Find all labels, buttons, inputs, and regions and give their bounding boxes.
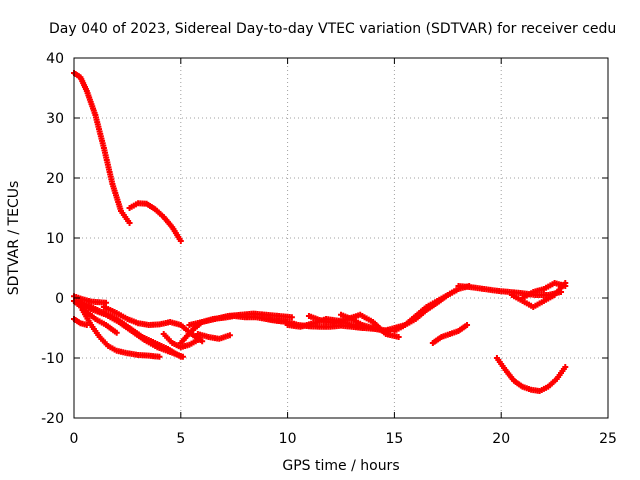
- series-track-18: [391, 283, 473, 334]
- series-track-2: [126, 200, 184, 244]
- series-track-7: [77, 301, 186, 360]
- y-tick-label: 10: [46, 231, 64, 247]
- x-tick-label: 10: [279, 431, 297, 447]
- data-point: [562, 364, 569, 370]
- data-point: [103, 299, 110, 306]
- axis-ticks: 0 5 10 15 20 25 -20 -10 0 10 20 30 40: [41, 51, 617, 447]
- data-point: [177, 238, 184, 244]
- series-track-13: [194, 331, 233, 342]
- y-tick-label: -10: [41, 351, 64, 367]
- series-track-8: [79, 307, 163, 360]
- data-point: [395, 334, 402, 340]
- x-tick-label: 25: [599, 431, 617, 447]
- x-axis-label: GPS time / hours: [282, 458, 399, 474]
- series-track-23: [493, 355, 569, 394]
- data-point: [288, 314, 295, 321]
- data-point: [464, 322, 471, 328]
- y-tick-label: 20: [46, 171, 64, 187]
- y-tick-label: 30: [46, 111, 64, 127]
- y-tick-label: 40: [46, 51, 64, 67]
- data-point: [113, 329, 120, 336]
- series-track-19: [429, 322, 471, 346]
- series-track-1: [71, 70, 133, 226]
- data-point: [156, 353, 163, 360]
- x-tick-label: 5: [176, 431, 185, 447]
- data-point: [562, 283, 569, 289]
- series-track-22: [519, 280, 569, 301]
- x-tick-label: 15: [385, 431, 403, 447]
- chart-title: Day 040 of 2023, Sidereal Day-to-day VTE…: [49, 21, 616, 37]
- data-point: [194, 337, 201, 343]
- y-tick-label: 0: [55, 291, 64, 307]
- data-point: [199, 338, 206, 345]
- y-tick-label: -20: [41, 411, 64, 427]
- data-marks: [71, 70, 569, 394]
- grid-lines: [74, 58, 608, 418]
- data-point: [126, 220, 133, 226]
- data-point: [226, 332, 233, 339]
- x-tick-label: 0: [70, 431, 79, 447]
- x-tick-label: 20: [492, 431, 510, 447]
- data-point: [179, 353, 186, 360]
- series-track-10: [160, 331, 201, 351]
- y-axis-label: SDTVAR / TECUs: [6, 181, 22, 296]
